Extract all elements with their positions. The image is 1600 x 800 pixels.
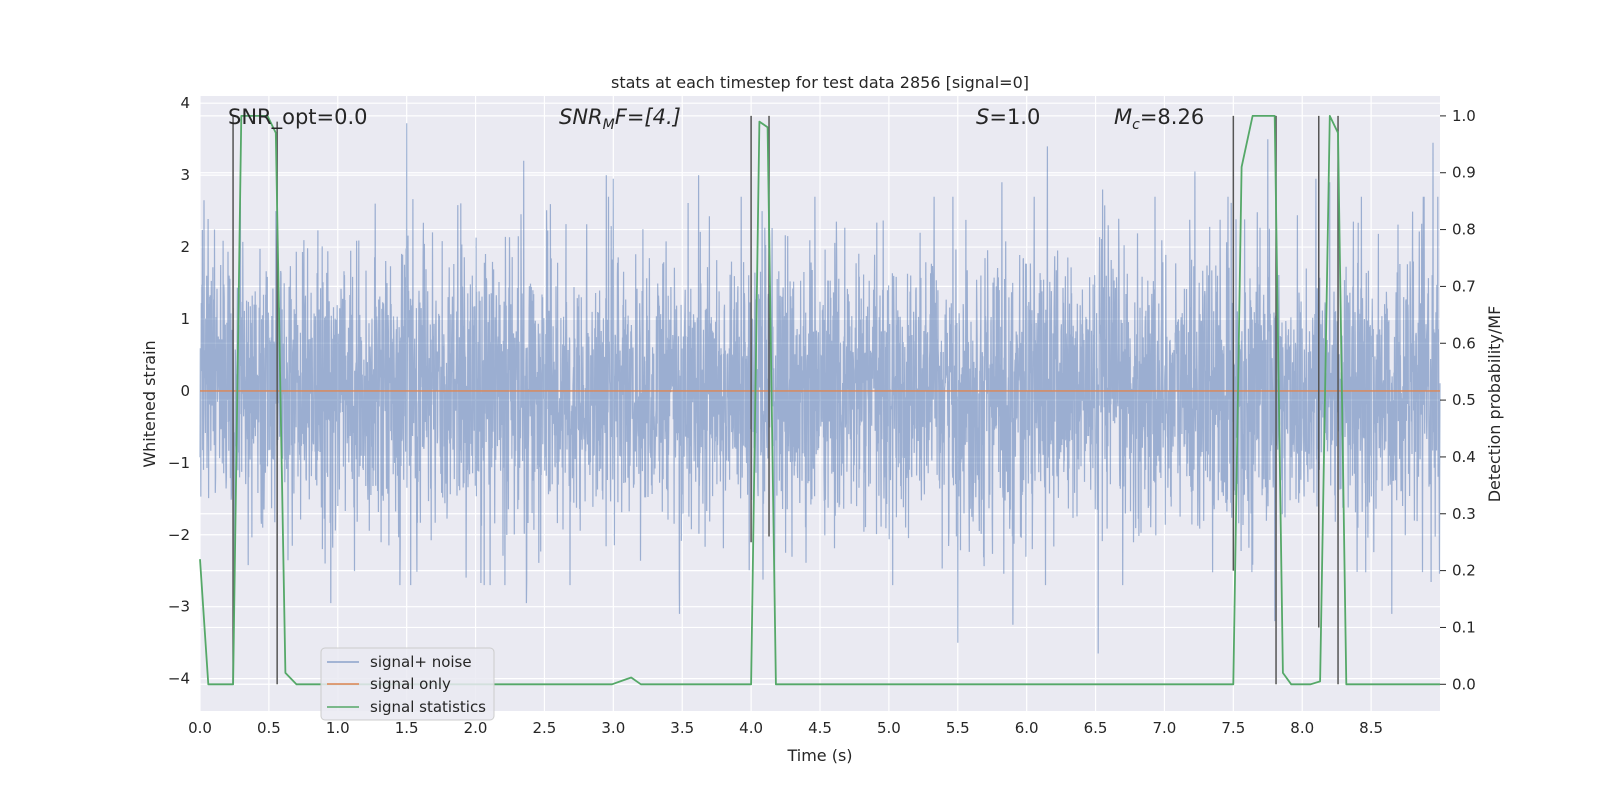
annotation-mc: Mc=8.26 <box>1114 105 1204 133</box>
x-tick-label: 8.0 <box>1290 719 1314 737</box>
y2-tick-label: 0.4 <box>1452 448 1476 466</box>
y2-tick-label: 0.1 <box>1452 618 1476 636</box>
y2-tick-label: 0.3 <box>1452 505 1476 523</box>
x-tick-label: 1.5 <box>395 719 419 737</box>
legend-label-signal-noise: signal+ noise <box>370 653 472 671</box>
snr-mf-rest: F=[4.] <box>615 105 681 129</box>
legend: signal+ noise signal only signal statist… <box>320 647 495 721</box>
s-rest: =1.0 <box>989 105 1040 129</box>
y-tick-label: −4 <box>168 670 190 688</box>
mc-base: M <box>1114 105 1132 129</box>
annotation-snr-opt: SNR_opt=0.0 <box>228 105 368 130</box>
snr-mf-sub: M <box>603 117 615 133</box>
y2-axis-label: Detection probability/MF <box>1485 306 1504 503</box>
series-signal-statistics <box>199 115 1440 686</box>
y-tick-label: 3 <box>180 166 190 184</box>
legend-label-signal-only: signal only <box>370 675 451 693</box>
y-axis-ticks: 4 3 2 1 0 −1 −2 −3 −4 <box>168 94 190 687</box>
y2-tick-label: 0.0 <box>1452 675 1476 693</box>
x-tick-label: 6.5 <box>1084 719 1108 737</box>
x-axis-label: Time (s) <box>786 746 852 765</box>
y-tick-label: −2 <box>168 526 190 544</box>
y2-tick-label: 0.9 <box>1452 164 1476 182</box>
y2-tick-label: 0.8 <box>1452 221 1476 239</box>
y-tick-label: −3 <box>168 598 190 616</box>
y2-tick-label: 0.2 <box>1452 562 1476 580</box>
x-tick-label: 5.0 <box>877 719 901 737</box>
x-tick-label: 4.0 <box>739 719 763 737</box>
x-tick-label: 4.5 <box>808 719 832 737</box>
s-italic: S <box>976 105 989 129</box>
annotation-s: S=1.0 <box>976 105 1040 129</box>
y-tick-label: 1 <box>180 310 190 328</box>
x-tick-label: 1.0 <box>326 719 350 737</box>
x-tick-label: 6.0 <box>1015 719 1039 737</box>
x-tick-label: 2.0 <box>464 719 488 737</box>
x-tick-label: 2.5 <box>533 719 557 737</box>
y2-axis-ticks: 1.0 0.9 0.8 0.7 0.6 0.5 0.4 0.3 0.2 0.1 0.0 <box>1440 107 1476 693</box>
snr-mf-base: SNR <box>559 105 603 129</box>
y-axis-label: Whitened strain <box>140 340 159 467</box>
annotation-snr-mf: SNRMF=[4.] <box>559 105 681 133</box>
legend-label-signal-statistics: signal statistics <box>370 698 486 716</box>
legend-box <box>320 647 495 721</box>
y-tick-label: 4 <box>180 94 190 112</box>
y2-tick-label: 1.0 <box>1452 107 1476 125</box>
x-tick-label: 7.5 <box>1221 719 1245 737</box>
y2-tick-label: 0.7 <box>1452 277 1476 295</box>
y2-tick-label: 0.6 <box>1452 334 1476 352</box>
x-tick-label: 5.5 <box>946 719 970 737</box>
y2-tick-label: 0.5 <box>1452 391 1476 409</box>
x-tick-label: 3.0 <box>601 719 625 737</box>
signal-statistics-line <box>199 115 1440 686</box>
y-tick-label: 0 <box>180 382 190 400</box>
mc-sub: c <box>1132 117 1140 133</box>
x-tick-label: 8.5 <box>1359 719 1383 737</box>
x-axis-ticks: 0.0 0.5 1.0 1.5 2.0 2.5 3.0 3.5 4.0 4.5 5.0 5.5 6.0 6… <box>188 719 1383 737</box>
y-tick-label: −1 <box>168 454 190 472</box>
chart-title: stats at each timestep for test data 285… <box>611 73 1029 92</box>
x-tick-label: 7.0 <box>1153 719 1177 737</box>
mc-rest: =8.26 <box>1140 105 1204 129</box>
x-tick-label: 0.0 <box>188 719 212 737</box>
y-tick-label: 2 <box>180 238 190 256</box>
x-tick-label: 3.5 <box>670 719 694 737</box>
x-tick-label: 0.5 <box>257 719 281 737</box>
